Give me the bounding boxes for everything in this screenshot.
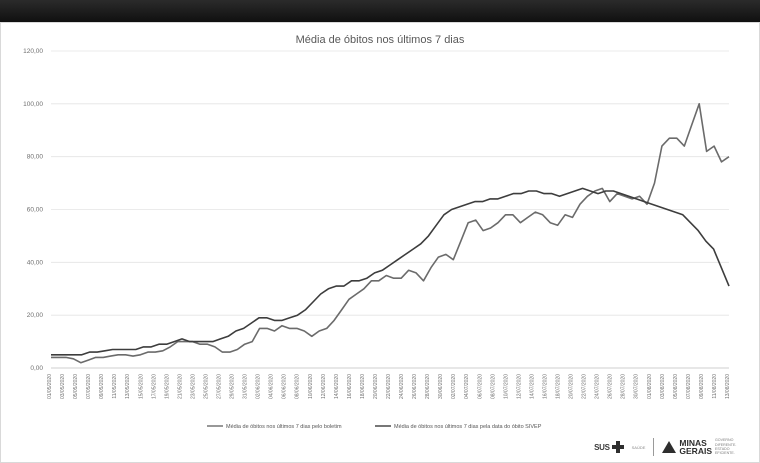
- x-tick-label: 10/06/2020: [308, 374, 314, 399]
- x-tick-label: 04/07/2020: [464, 374, 470, 399]
- x-tick-label: 17/05/2020: [151, 374, 157, 399]
- minas-gerais-logo: MINAS GERAIS GOVERNO DIFERENTE. ESTADO E…: [662, 438, 741, 456]
- x-tick-label: 13/05/2020: [125, 374, 131, 399]
- x-tick-label: 05/05/2020: [73, 374, 79, 399]
- sus-logo: SUS: [594, 441, 624, 453]
- x-tick-label: 03/05/2020: [60, 374, 66, 399]
- x-tick-label: 26/06/2020: [412, 374, 418, 399]
- x-tick-label: 02/06/2020: [256, 374, 262, 399]
- x-tick-label: 09/05/2020: [99, 374, 105, 399]
- x-tick-label: 24/07/2020: [595, 374, 601, 399]
- x-tick-label: 26/07/2020: [608, 374, 614, 399]
- sus-logo-text: SUS: [594, 442, 610, 452]
- x-tick-label: 31/05/2020: [243, 374, 249, 399]
- x-tick-label: 03/08/2020: [660, 374, 666, 399]
- x-tick-label: 04/06/2020: [269, 374, 275, 399]
- x-tick-label: 27/05/2020: [217, 374, 223, 399]
- triangle-icon: [662, 441, 677, 453]
- x-tick-label: 09/08/2020: [699, 374, 705, 399]
- y-tick-label: 120,00: [23, 48, 43, 55]
- x-axis-ticks: 01/05/2020 03/05/2020 05/05/2020 07/05/2020…: [47, 374, 731, 399]
- x-tick-label: 22/06/2020: [386, 374, 392, 399]
- x-tick-label: 19/05/2020: [164, 374, 170, 399]
- x-tick-label: 29/05/2020: [230, 374, 236, 399]
- x-tick-label: 21/05/2020: [177, 374, 183, 399]
- x-tick-label: 06/07/2020: [477, 374, 483, 399]
- logo-area: SUS SAÚDE MINAS GERAIS GOVERNO DIFERENTE…: [594, 438, 741, 456]
- y-tick-label: 40,00: [27, 259, 44, 266]
- x-tick-label: 08/07/2020: [490, 374, 496, 399]
- minas-tagline: GOVERNO DIFERENTE. ESTADO EFICIENTE.: [715, 438, 737, 456]
- x-tick-label: 30/06/2020: [438, 374, 444, 399]
- series-line-sivep: [51, 187, 730, 356]
- x-tick-label: 30/07/2020: [634, 374, 640, 399]
- x-tick-label: 15/05/2020: [138, 374, 144, 399]
- x-tick-label: 28/07/2020: [621, 374, 627, 399]
- x-tick-label: 24/06/2020: [399, 374, 405, 399]
- x-tick-label: 07/05/2020: [86, 374, 92, 399]
- x-tick-label: 13/08/2020: [725, 374, 731, 399]
- x-tick-label: 18/07/2020: [556, 374, 562, 399]
- x-tick-label: 14/07/2020: [529, 374, 535, 399]
- y-tick-label: 20,00: [27, 312, 44, 319]
- x-tick-label: 01/08/2020: [647, 374, 653, 399]
- x-tick-label: 25/05/2020: [203, 374, 209, 399]
- x-tick-label: 06/06/2020: [282, 374, 288, 399]
- x-tick-label: 07/08/2020: [686, 374, 692, 399]
- x-tick-label: 20/07/2020: [569, 374, 575, 399]
- y-tick-label: 0,00: [30, 365, 43, 372]
- legend-label-sivep: Média de óbitos nos últimos 7 dias pela …: [394, 424, 542, 430]
- x-tick-label: 23/05/2020: [190, 374, 196, 399]
- gridlines: [51, 50, 729, 369]
- x-tick-label: 05/08/2020: [673, 374, 679, 399]
- x-tick-label: 28/06/2020: [425, 374, 431, 399]
- chart-frame: Média de óbitos nos últimos 7 dias 0,00 2…: [0, 22, 760, 463]
- legend-label-boletim: Média de óbitos nos últimos 7 dias pelo …: [226, 424, 342, 430]
- x-tick-label: 18/06/2020: [360, 374, 366, 399]
- x-tick-label: 01/05/2020: [47, 374, 53, 399]
- saude-text: SAÚDE: [631, 444, 646, 450]
- logo-divider: [653, 438, 655, 456]
- series-line-boletim: [51, 103, 730, 364]
- y-axis-ticks: 0,00 20,00 40,00 60,00 80,00 100,00 120,00: [23, 48, 43, 372]
- legend: Média de óbitos nos últimos 7 dias pelo …: [207, 424, 542, 430]
- x-tick-label: 11/08/2020: [712, 374, 718, 399]
- x-tick-label: 22/07/2020: [582, 374, 588, 399]
- y-tick-label: 60,00: [27, 207, 44, 214]
- x-tick-label: 08/06/2020: [295, 374, 301, 399]
- y-tick-label: 100,00: [23, 101, 43, 108]
- x-tick-label: 02/07/2020: [451, 374, 457, 399]
- x-tick-label: 16/06/2020: [347, 374, 353, 399]
- cross-icon: [611, 441, 624, 453]
- series-lines: [51, 103, 730, 364]
- x-tick-label: 10/07/2020: [503, 374, 509, 399]
- minas-text: MINAS: [679, 438, 707, 448]
- x-tick-label: 12/07/2020: [516, 374, 522, 399]
- x-tick-label: 11/05/2020: [112, 374, 118, 399]
- chart-title: Média de óbitos nos últimos 7 dias: [296, 34, 465, 46]
- x-tick-label: 16/07/2020: [542, 374, 548, 399]
- line-chart: Média de óbitos nos últimos 7 dias 0,00 2…: [23, 34, 731, 430]
- x-tick-label: 20/06/2020: [373, 374, 379, 399]
- x-tick-label: 12/06/2020: [321, 374, 327, 399]
- y-tick-label: 80,00: [27, 154, 44, 161]
- gerais-text: GERAIS: [679, 446, 712, 456]
- x-tick-label: 14/06/2020: [334, 374, 340, 399]
- top-dark-strip: [0, 0, 760, 22]
